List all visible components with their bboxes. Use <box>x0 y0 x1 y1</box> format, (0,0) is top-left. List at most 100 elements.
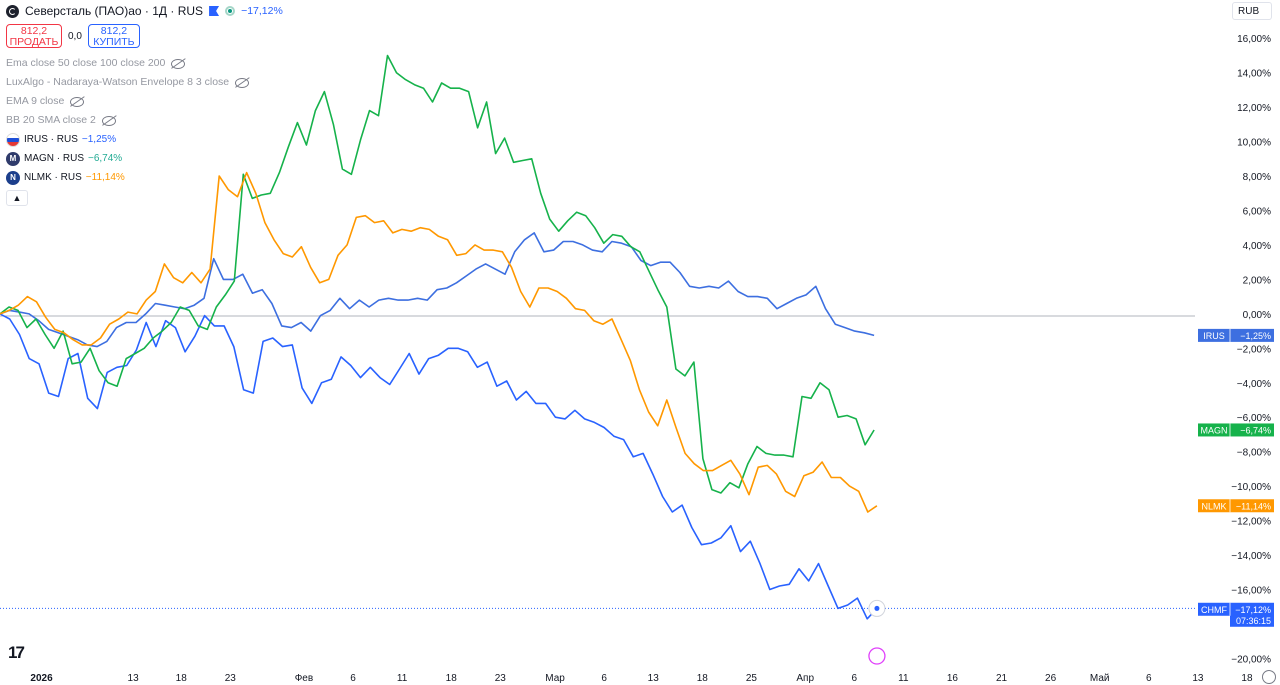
series-line-magn[interactable] <box>0 54 875 494</box>
flash-event-icon[interactable] <box>868 647 886 665</box>
x-axis-tick-label: 6 <box>851 673 857 684</box>
compare-change: −1,25% <box>81 134 117 145</box>
y-axis-tick-label: 6,00% <box>1243 206 1271 217</box>
price-label-ticker: CHMF <box>1201 605 1227 615</box>
y-axis-tick-label: 16,00% <box>1237 34 1271 45</box>
tradingview-logo-icon: 17 <box>8 643 25 662</box>
y-axis-tick-label: −12,00% <box>1231 517 1271 528</box>
eye-hidden-icon[interactable] <box>70 96 85 107</box>
symbol-title: Северсталь (ПАО)ао · 1Д · RUS <box>25 4 204 18</box>
compare-name: IRUS · RUS <box>24 134 78 145</box>
x-axis-tick-label: Апр <box>796 673 814 684</box>
indicator-label: BB 20 SMA close 2 <box>6 114 96 126</box>
indicator-luxalgo[interactable]: LuxAlgo - Nadaraya-Watson Envelope 8 3 c… <box>6 73 283 92</box>
symbol-title-row[interactable]: Северсталь (ПАО)ао · 1Д · RUS −17,12% <box>6 4 283 18</box>
indicator-bb[interactable]: BB 20 SMA close 2 <box>6 111 283 130</box>
x-axis-tick-label: 26 <box>1045 673 1057 684</box>
indicator-ema9[interactable]: EMA 9 close <box>6 92 283 111</box>
chart-legend: Северсталь (ПАО)ао · 1Д · RUS −17,12% 81… <box>6 4 283 206</box>
series-line-chmf[interactable] <box>0 313 878 620</box>
compare-irus[interactable]: IRUS · RUS −1,25% <box>6 130 283 149</box>
buy-label: КУПИТЬ <box>93 36 135 48</box>
eye-hidden-icon[interactable] <box>101 115 116 126</box>
x-axis-tick-label: 2026 <box>30 673 53 684</box>
x-axis-tick-label: 13 <box>648 673 660 684</box>
series-line-irus[interactable] <box>0 232 875 348</box>
y-axis-tick-label: −10,00% <box>1231 482 1271 493</box>
y-axis-tick-label: 14,00% <box>1237 69 1271 80</box>
y-axis-tick-label: −2,00% <box>1237 344 1271 355</box>
y-axis-tick-label: 0,00% <box>1243 310 1271 321</box>
x-axis-tick-label: 18 <box>1241 673 1253 684</box>
compare-name: MAGN · RUS <box>24 153 84 164</box>
market-status-icon[interactable] <box>225 6 236 16</box>
x-axis-tick-label: 25 <box>746 673 758 684</box>
price-label-ticker: NLMK <box>1201 501 1226 511</box>
y-axis-tick-label: 10,00% <box>1237 138 1271 149</box>
y-axis-tick-label: −8,00% <box>1237 448 1271 459</box>
y-axis-tick-label: 8,00% <box>1243 172 1271 183</box>
compare-magn[interactable]: M MAGN · RUS −6,74% <box>6 149 283 168</box>
x-axis-tick-label: 18 <box>446 673 458 684</box>
indicator-label: Ema close 50 close 100 close 200 <box>6 57 166 69</box>
price-label-value: −17,12% <box>1235 605 1271 615</box>
magn-logo-icon: M <box>6 151 20 166</box>
x-axis-tick-label: 6 <box>601 673 607 684</box>
eye-hidden-icon[interactable] <box>235 77 250 88</box>
indicator-label: LuxAlgo - Nadaraya-Watson Envelope 8 3 c… <box>6 76 230 88</box>
x-axis-tick-label: 13 <box>128 673 140 684</box>
indicator-label: EMA 9 close <box>6 95 65 107</box>
price-label-value: −6,74% <box>1240 425 1271 435</box>
y-axis-tick-label: −20,00% <box>1231 654 1271 665</box>
buy-price: 812,2 <box>100 25 128 37</box>
x-axis-tick-label: Фев <box>295 673 313 684</box>
compare-nlmk[interactable]: N NLMK · RUS −11,14% <box>6 168 283 187</box>
y-axis-tick-label: 12,00% <box>1237 103 1271 114</box>
price-label-nlmk[interactable]: NLMK −11,14% <box>1198 499 1274 513</box>
buy-button[interactable]: 812,2 КУПИТЬ <box>87 24 140 48</box>
x-axis-tick-label: 18 <box>176 673 188 684</box>
currency-selector[interactable]: RUB <box>1232 2 1272 20</box>
x-axis-tick-label: 23 <box>225 673 237 684</box>
x-axis-tick-label: 6 <box>350 673 356 684</box>
axis-settings-icon[interactable] <box>1262 670 1276 684</box>
compare-name: NLMK · RUS <box>24 172 82 183</box>
x-axis-tick-label: Май <box>1090 673 1110 684</box>
eye-hidden-icon[interactable] <box>171 58 186 69</box>
series-line-nlmk[interactable] <box>0 171 878 513</box>
sell-price: 812,2 <box>20 25 48 37</box>
nlmk-logo-icon: N <box>6 170 20 185</box>
x-axis-tick-label: 11 <box>898 673 909 684</box>
countdown-timer: 07:36:15 <box>1236 616 1271 626</box>
price-label-value: −1,25% <box>1240 331 1271 341</box>
y-axis-tick-label: −16,00% <box>1231 585 1271 596</box>
x-axis-tick-label: Мар <box>545 673 565 684</box>
price-label-value: −11,14% <box>1236 501 1271 511</box>
russia-flag-icon <box>6 132 20 147</box>
price-label-ticker: MAGN <box>1201 425 1228 435</box>
compare-change: −11,14% <box>85 172 125 183</box>
sell-label: ПРОДАТЬ <box>9 36 59 48</box>
compare-change: −6,74% <box>88 153 123 164</box>
y-axis-tick-label: −14,00% <box>1231 551 1271 562</box>
last-point-dot <box>874 605 880 611</box>
x-axis-tick-label: 21 <box>996 673 1008 684</box>
indicator-ema-multi[interactable]: Ema close 50 close 100 close 200 <box>6 54 283 73</box>
chmf-logo-icon <box>6 4 19 18</box>
spread-value: 0,0 <box>68 30 82 42</box>
x-axis-tick-label: 13 <box>1192 673 1204 684</box>
y-axis-tick-label: −6,00% <box>1237 413 1271 424</box>
price-label-magn[interactable]: MAGN −6,74% <box>1198 423 1274 437</box>
x-axis-tick-label: 16 <box>947 673 959 684</box>
flag-icon[interactable] <box>209 6 220 16</box>
y-axis-tick-label: −4,00% <box>1237 379 1271 390</box>
price-label-irus[interactable]: IRUS −1,25% <box>1198 328 1274 342</box>
x-axis-tick-label: 23 <box>495 673 507 684</box>
y-axis-tick-label: 2,00% <box>1243 275 1271 286</box>
trade-panel: 812,2 ПРОДАТЬ 0,0 812,2 КУПИТЬ <box>6 24 283 48</box>
collapse-legend-button[interactable]: ▲ <box>6 190 28 206</box>
symbol-change: −17,12% <box>241 5 283 17</box>
sell-button[interactable]: 812,2 ПРОДАТЬ <box>6 24 62 48</box>
price-label-chmf[interactable]: CHMF −17,12%07:36:15 <box>1198 602 1274 627</box>
